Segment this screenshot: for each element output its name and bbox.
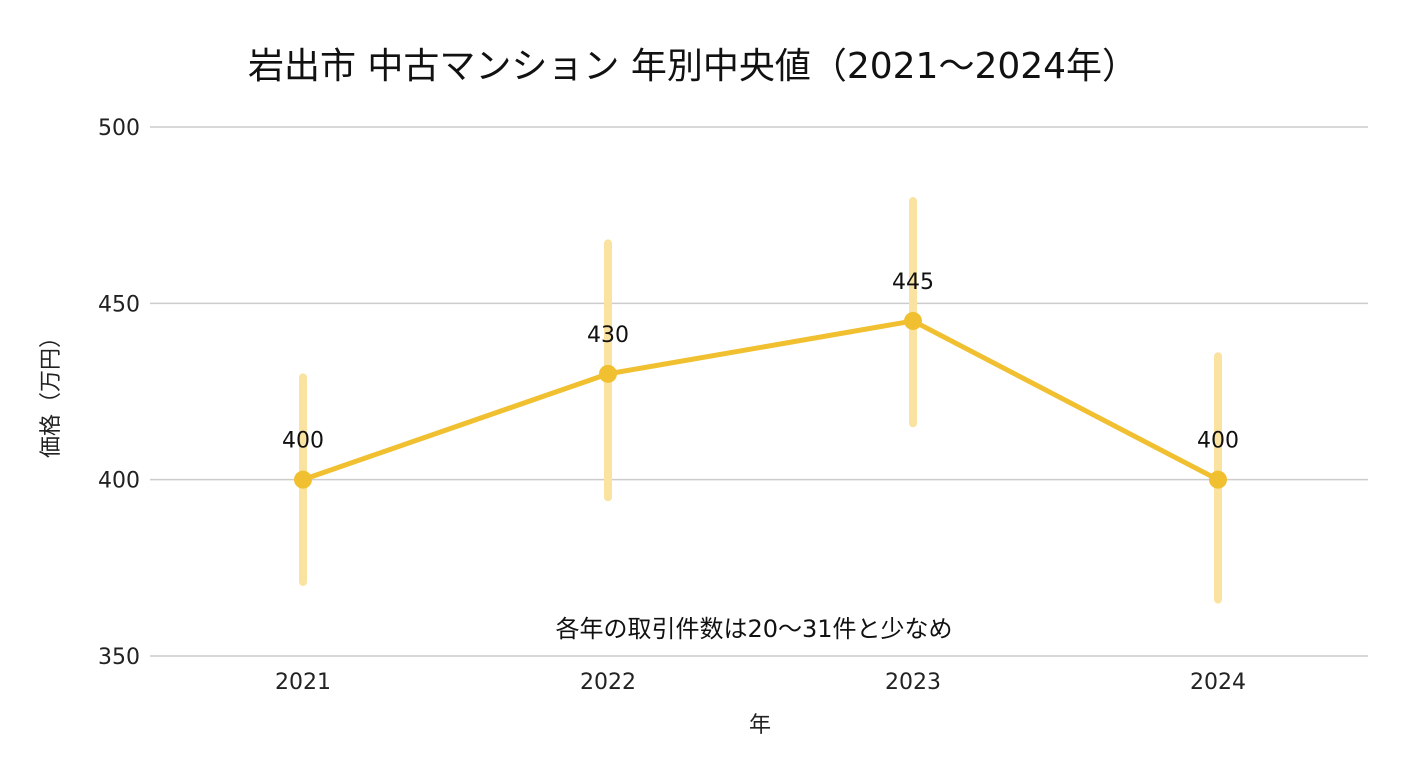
gridlines [150,126,1368,657]
data-point [1209,470,1227,489]
chart-annotation: 各年の取引件数は20〜31件と少なめ [555,615,952,643]
series-line [300,318,1221,483]
data-point [599,364,617,383]
y-axis-title: 価格（万円） [39,326,64,458]
data-point [904,311,922,330]
series-line-layer [300,318,1221,483]
data-label: 400 [1197,429,1239,454]
data-point [294,470,312,489]
error-bars [299,197,1222,604]
y-tick-label: 400 [98,469,140,494]
x-tick-label: 2024 [1190,670,1246,695]
x-tick-label: 2023 [885,670,941,695]
x-tick-label: 2021 [275,670,331,695]
data-label: 445 [892,270,934,295]
y-axis-ticks: 350 400 450 500 [98,116,140,670]
x-axis-ticks: 2021 2022 2023 2024 [275,670,1246,695]
data-points [294,311,1227,489]
x-axis-title: 年 [749,713,771,738]
y-tick-label: 450 [98,292,140,317]
data-labels: 400 430 445 400 [282,270,1239,454]
data-label: 400 [282,429,324,454]
data-label: 430 [587,323,629,348]
x-tick-label: 2022 [580,670,636,695]
y-tick-label: 350 [98,645,140,670]
y-tick-label: 500 [98,116,140,141]
chart-title: 岩出市 中古マンション 年別中央値（2021〜2024年） [248,46,1138,87]
